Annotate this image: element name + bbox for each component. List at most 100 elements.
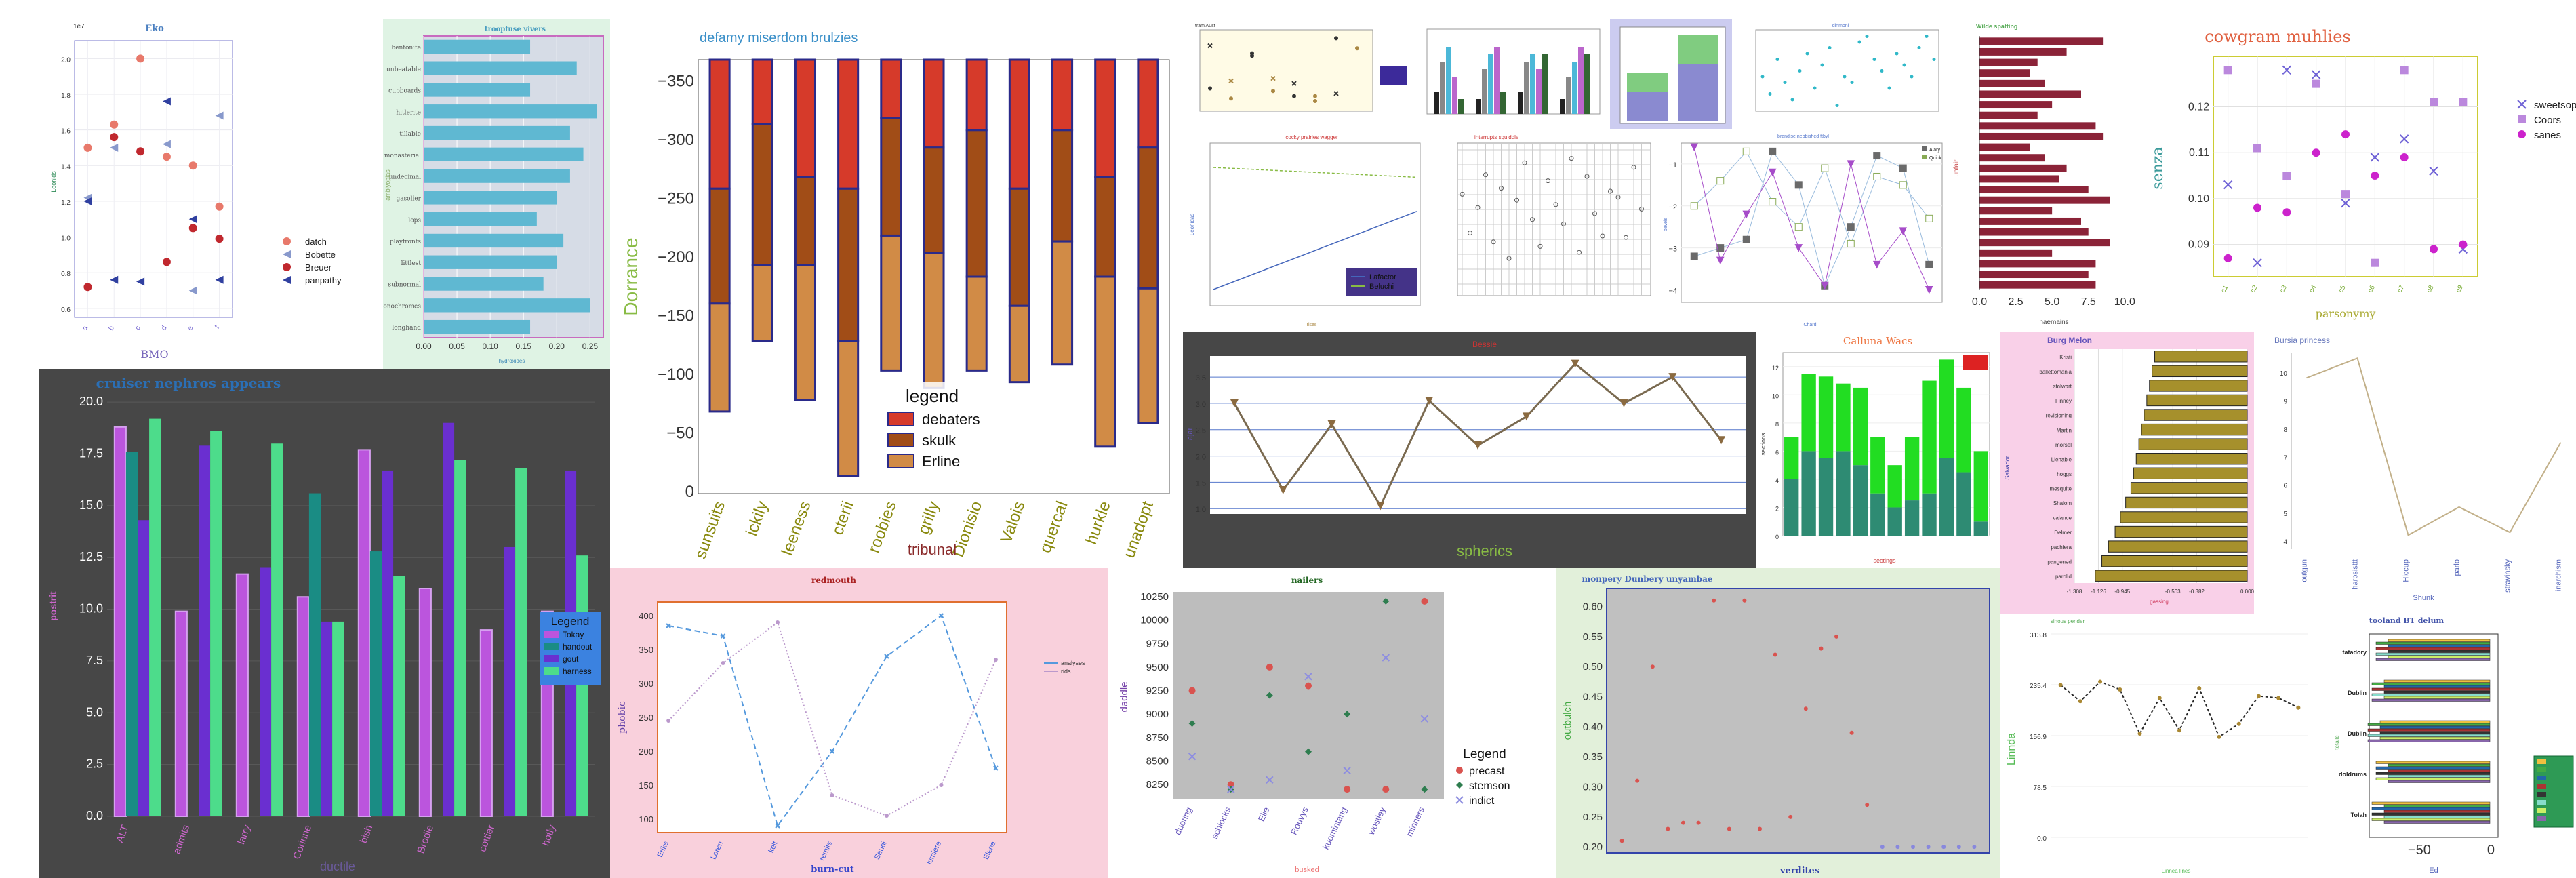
x-tick-label: Elie xyxy=(1256,805,1272,823)
bar-segment xyxy=(1094,275,1116,448)
bar-segment xyxy=(1801,451,1816,536)
chart-svg: tooland BT delum −50 0 tatadory Dublin Dublin… xyxy=(2334,616,2574,875)
y-tick-label: −4 xyxy=(1668,287,1677,295)
x-tick-label: outgun xyxy=(2301,559,2309,582)
data-point xyxy=(2253,203,2261,212)
plot-frame xyxy=(1209,142,1421,306)
bar xyxy=(2375,777,2491,780)
data-point xyxy=(1843,75,1847,79)
bar xyxy=(424,104,597,119)
x-axis-label: haemains xyxy=(2039,319,2068,326)
data-point xyxy=(1819,646,1824,651)
data-point xyxy=(1474,441,1482,450)
x-axis-label: parsonymy xyxy=(2316,307,2376,320)
y-tick-label: 235.4 xyxy=(2030,683,2047,690)
bar xyxy=(271,443,283,816)
chart-panel-p_cruiser: cruiser nephros appears 0.0 2.5 5.0 7.5 10.0 1… xyxy=(39,369,610,878)
data-point xyxy=(1506,256,1512,261)
data-point xyxy=(1343,766,1351,775)
bar xyxy=(2375,772,2491,775)
bar xyxy=(2367,728,2491,732)
data-point xyxy=(1355,46,1359,51)
plot-frame xyxy=(1755,29,1939,112)
bar xyxy=(2371,698,2491,702)
data-point xyxy=(1266,692,1273,699)
y-tick-label: 8 xyxy=(2283,426,2287,434)
bar xyxy=(382,470,394,816)
legend-swatch xyxy=(887,454,914,468)
x-tick-label: wostley xyxy=(1366,805,1388,837)
bar-segment xyxy=(880,117,902,237)
chart-panel-p_nailers: nailers 8250 8500 8750 9000 9250 9500 9750 10000… xyxy=(1108,568,1556,878)
data-point xyxy=(2341,130,2350,139)
data-point xyxy=(993,765,999,771)
data-point xyxy=(1768,92,1772,96)
legend-label: debaters xyxy=(922,411,980,428)
bar xyxy=(2371,818,2491,821)
y-tick-label: 0.45 xyxy=(1583,692,1603,703)
y-tick-label: −1 xyxy=(1668,161,1677,169)
y-tick-label: 7.5 xyxy=(86,654,103,667)
bar-segment xyxy=(1094,176,1116,278)
x-tick-label: c xyxy=(134,325,142,332)
data-point xyxy=(215,202,224,211)
bar-segment xyxy=(923,252,945,389)
data-point xyxy=(666,719,671,723)
data-point xyxy=(110,120,119,129)
data-point xyxy=(162,153,171,161)
bar xyxy=(1979,186,2089,194)
chart-svg: Burg Melon -1.308 -1.126 -0.945 -0.563 -0.382… xyxy=(2004,336,2254,605)
data-point xyxy=(1382,786,1390,793)
data-point xyxy=(136,277,145,286)
data-point xyxy=(1696,820,1701,825)
bar xyxy=(2095,570,2248,582)
y-tick-label: 0.20 xyxy=(1583,841,1603,853)
bar-segment xyxy=(794,176,816,266)
bar xyxy=(1979,239,2110,247)
data-point xyxy=(2370,153,2380,162)
y-tick-label: 313.8 xyxy=(2030,632,2047,639)
data-point xyxy=(2137,732,2142,736)
y-axis-label: Leonidas xyxy=(1189,214,1195,235)
legend-label: indict xyxy=(1469,795,1495,807)
bar-segment xyxy=(1137,287,1159,424)
x-tick-label: roobies xyxy=(865,499,900,555)
bar xyxy=(1979,281,2096,289)
data-point xyxy=(775,823,780,829)
bar xyxy=(2388,655,2491,658)
data-point xyxy=(1250,54,1254,58)
bar-segment xyxy=(1853,387,1868,466)
chart-title: Burg Melon xyxy=(2047,336,2092,345)
bar xyxy=(2383,679,2491,683)
bar xyxy=(1979,207,2053,215)
bar xyxy=(2125,496,2248,509)
x-tick-label: leeness xyxy=(778,499,815,558)
chart-svg: Bursia princess 4 5 6 7 8 9 10 outgun harpsisttt H… xyxy=(2274,336,2563,602)
y-tick-label: 0.25 xyxy=(1583,812,1603,823)
plot-frame xyxy=(1457,142,1651,296)
y-tick-label: 150 xyxy=(639,780,653,791)
data-point xyxy=(1910,75,1914,79)
y-tick-label: monochromes xyxy=(383,303,421,310)
bar xyxy=(125,452,138,816)
bar xyxy=(2367,739,2491,742)
x-tick-label: larry xyxy=(235,823,253,846)
y-tick-label: −2 xyxy=(1668,203,1677,212)
data-point xyxy=(1382,597,1390,605)
data-point xyxy=(1207,43,1213,49)
bar xyxy=(1979,101,2053,109)
data-point xyxy=(1798,69,1802,73)
bar xyxy=(1979,122,2096,130)
bar xyxy=(2383,820,2491,824)
data-point xyxy=(1635,778,1640,783)
bar xyxy=(199,445,211,816)
data-point xyxy=(1925,260,1933,268)
bar xyxy=(1566,77,1571,114)
x-tick-label: 10.0 xyxy=(2114,296,2135,308)
bar-segment xyxy=(1627,92,1668,121)
data-point xyxy=(188,224,197,233)
series-line xyxy=(1693,147,1930,290)
data-point xyxy=(162,140,171,148)
y-tick-label: stalwart xyxy=(2053,384,2072,390)
y-tick-label: Tolah xyxy=(2351,812,2367,818)
